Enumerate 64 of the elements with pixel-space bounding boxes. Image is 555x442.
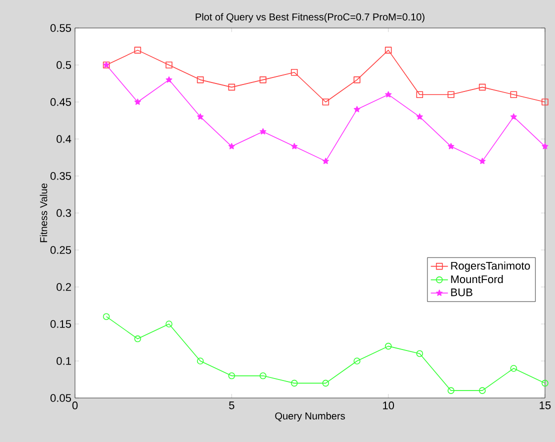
point bbox=[260, 76, 266, 84]
point bbox=[322, 98, 330, 106]
point bbox=[542, 380, 548, 387]
y-tick-label: 0.1 bbox=[56, 357, 71, 365]
y-tick-label: 0.4 bbox=[56, 135, 72, 143]
point bbox=[196, 358, 204, 364]
y-tick-label: 0.2 bbox=[56, 283, 71, 291]
point bbox=[134, 335, 142, 342]
point bbox=[542, 98, 548, 106]
point bbox=[322, 158, 329, 164]
point bbox=[134, 98, 141, 105]
point bbox=[510, 113, 517, 120]
point bbox=[166, 320, 172, 328]
point bbox=[385, 91, 392, 98]
point bbox=[228, 142, 235, 150]
legend-label: BUB bbox=[451, 288, 472, 296]
point bbox=[290, 380, 298, 387]
point bbox=[166, 76, 172, 83]
point bbox=[416, 91, 424, 98]
point bbox=[448, 387, 454, 394]
y-axis-title: Fitness Value bbox=[40, 184, 48, 242]
legend-label: RogersTanimoto bbox=[451, 262, 530, 272]
legend-label: MountFord bbox=[451, 275, 503, 284]
point bbox=[416, 350, 424, 357]
y-tick-label: 0.35 bbox=[50, 172, 71, 180]
y-tick-label: 0.5 bbox=[56, 61, 71, 69]
point bbox=[384, 342, 392, 350]
point bbox=[102, 313, 110, 320]
point bbox=[197, 113, 204, 120]
y-tick-label: 0.55 bbox=[50, 24, 71, 32]
x-tick-label: 0 bbox=[72, 402, 78, 410]
point bbox=[166, 62, 172, 68]
point bbox=[354, 358, 360, 364]
x-axis-title: Query Numbers bbox=[275, 412, 345, 422]
point bbox=[260, 372, 266, 380]
point bbox=[228, 84, 236, 91]
y-tick-label: 0.15 bbox=[50, 320, 71, 328]
point bbox=[478, 387, 486, 394]
point bbox=[322, 380, 330, 387]
chart-title: Plot of Query vs Best Fitness(ProC=0.7 ProM=0.10) bbox=[196, 13, 424, 22]
x-tick-label: 5 bbox=[229, 402, 234, 410]
point bbox=[354, 76, 360, 84]
point bbox=[260, 128, 266, 134]
point bbox=[510, 91, 518, 98]
x-tick-label: 15 bbox=[540, 402, 551, 410]
point bbox=[542, 142, 548, 150]
y-tick-label: 0.05 bbox=[50, 394, 71, 402]
point bbox=[448, 142, 454, 150]
point bbox=[228, 372, 236, 380]
point bbox=[354, 106, 360, 112]
point bbox=[510, 364, 518, 372]
point bbox=[478, 84, 486, 91]
point bbox=[448, 91, 454, 98]
point bbox=[291, 142, 298, 150]
x-tick-label: 10 bbox=[383, 402, 394, 410]
point bbox=[479, 158, 486, 164]
point bbox=[196, 76, 204, 84]
y-tick-label: 0.25 bbox=[50, 246, 71, 254]
point bbox=[134, 46, 142, 54]
y-tick-label: 0.45 bbox=[50, 98, 71, 106]
point bbox=[416, 113, 423, 120]
y-tick-label: 0.3 bbox=[56, 209, 71, 217]
point bbox=[290, 68, 298, 76]
point bbox=[384, 46, 392, 54]
